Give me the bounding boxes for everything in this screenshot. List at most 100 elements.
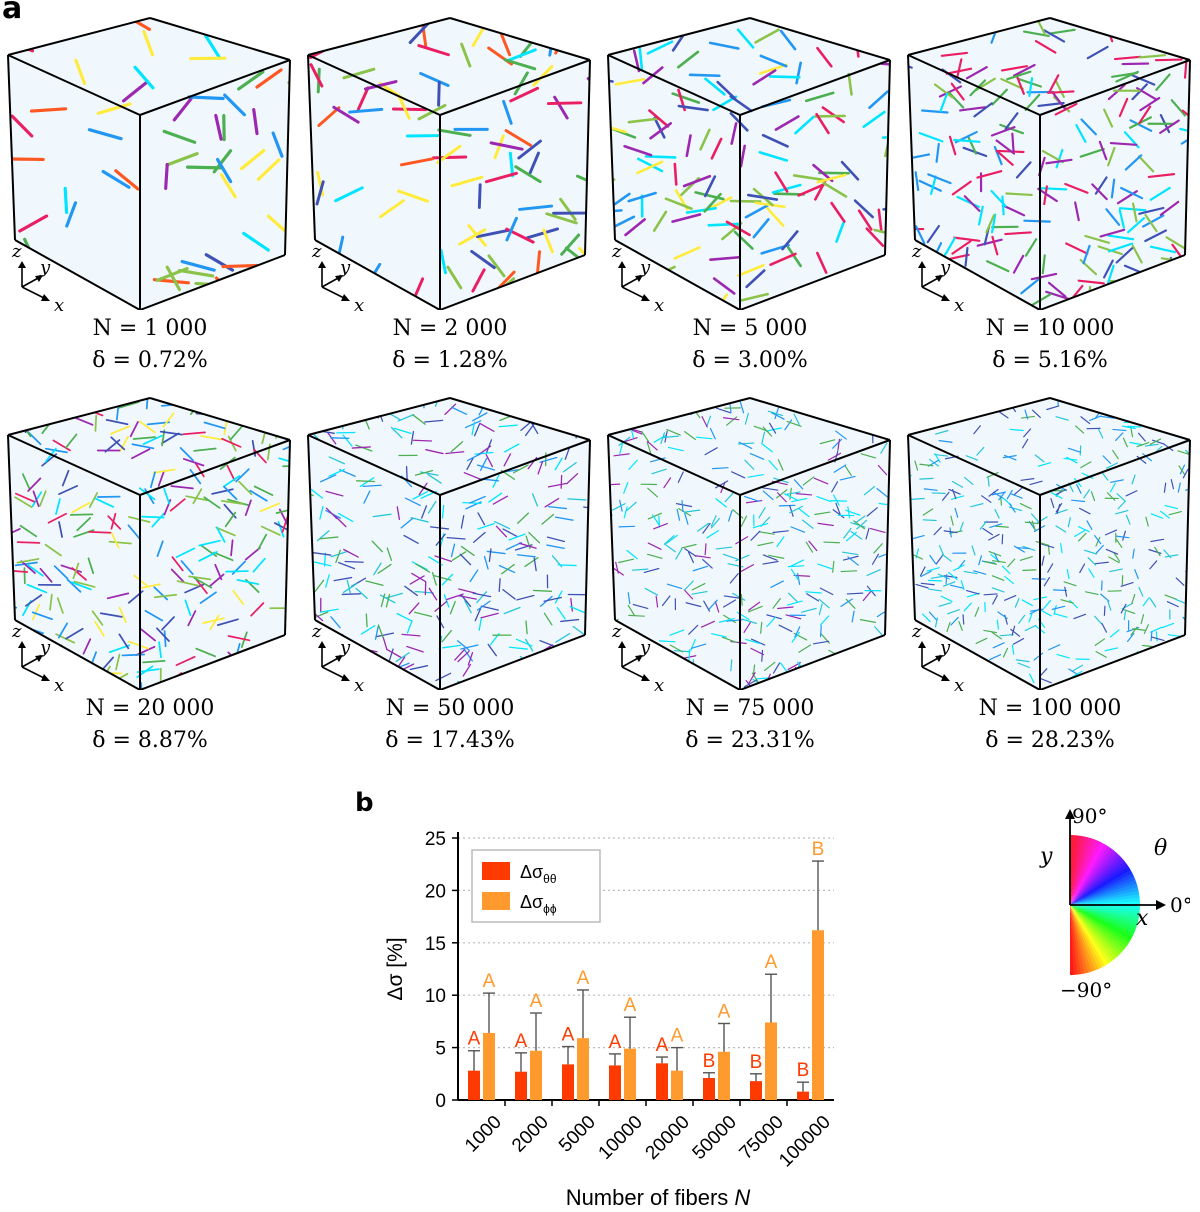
fiber [827,452,842,461]
fiber [236,579,260,586]
fiber [726,416,738,426]
bar [812,930,824,1100]
fiber [1145,516,1149,527]
fiber [1088,285,1092,306]
fiber [752,522,769,529]
fiber [532,589,553,592]
fiber [514,165,542,184]
fiber [653,523,668,530]
fiber [815,112,830,135]
fiber [844,464,852,477]
fiber [835,502,841,515]
fiber [165,152,199,167]
fiber [1073,613,1087,620]
fiber [478,617,483,631]
fiber [959,521,964,532]
fiber [777,459,784,471]
fiber [1164,594,1178,600]
fiber [819,587,834,596]
fiber [1095,651,1107,658]
fiber [444,403,457,416]
fiber [52,439,71,452]
fiber [673,402,676,415]
fiber [704,447,718,456]
fiber [952,488,957,500]
fiber [736,263,765,277]
cube-fiber-count: N = 2 000 [392,316,508,341]
fiber [1018,614,1026,624]
fiber [1180,130,1190,145]
cube-edge [449,397,591,441]
fiber [162,412,175,428]
fiber [709,255,741,261]
fiber [802,476,815,486]
fiber [846,592,864,595]
fiber [485,454,494,468]
fiber [875,422,879,435]
fiber [1043,29,1066,43]
fiber [473,422,481,437]
fiber [728,509,733,522]
fiber [675,548,683,560]
fiber [559,646,562,661]
fiber [412,439,433,442]
cube-fiber-count: N = 1 000 [92,316,208,341]
fiber [464,420,482,429]
cube-edge [1039,439,1191,496]
fiber [547,505,568,510]
fiber [411,572,427,583]
fiber [106,592,130,600]
fiber [1004,454,1017,461]
fiber [865,678,882,681]
wheel-sector [1070,842,1105,905]
fiber [818,598,830,609]
fiber [158,641,162,659]
fiber [1144,213,1158,233]
fiber [636,160,664,175]
fiber [1189,620,1190,631]
axis-line [621,666,647,680]
fiber [1105,208,1121,226]
fiber [658,515,661,528]
fiber [1041,254,1046,275]
fiber [1164,554,1179,558]
fiber [646,441,652,454]
fiber [798,507,810,518]
fiber [762,560,779,565]
fiber [450,543,456,558]
fiber [951,480,964,488]
fiber [249,489,268,502]
fiber [220,499,244,505]
fiber [830,201,846,223]
fiber [221,437,242,448]
cube-edge [1039,634,1186,690]
fiber [312,552,332,556]
fiber [835,430,847,440]
fiber [498,578,501,593]
fiber [328,468,345,477]
axis-arrow [641,674,650,681]
axis-triad: zyx [11,621,64,695]
wheel-sector [1070,905,1109,966]
fiber [225,570,249,573]
cube-edge [914,239,1041,310]
wheel-sector [1070,905,1131,944]
fiber [1000,77,1024,90]
fiber [1118,208,1125,229]
fiber [1138,54,1167,59]
fiber [612,407,627,415]
fiber [823,541,841,544]
cube-edge [907,397,1051,436]
fiber [170,485,194,490]
fiber [479,422,495,433]
fiber [666,429,681,436]
fiber [873,276,881,300]
fiber [1088,568,1095,578]
fiber [1170,99,1186,117]
fiber [275,413,283,431]
fiber [559,197,577,221]
fiber [930,575,945,579]
wheel-sector [1070,848,1115,905]
fiber [1129,441,1144,446]
fiber [1185,484,1190,491]
